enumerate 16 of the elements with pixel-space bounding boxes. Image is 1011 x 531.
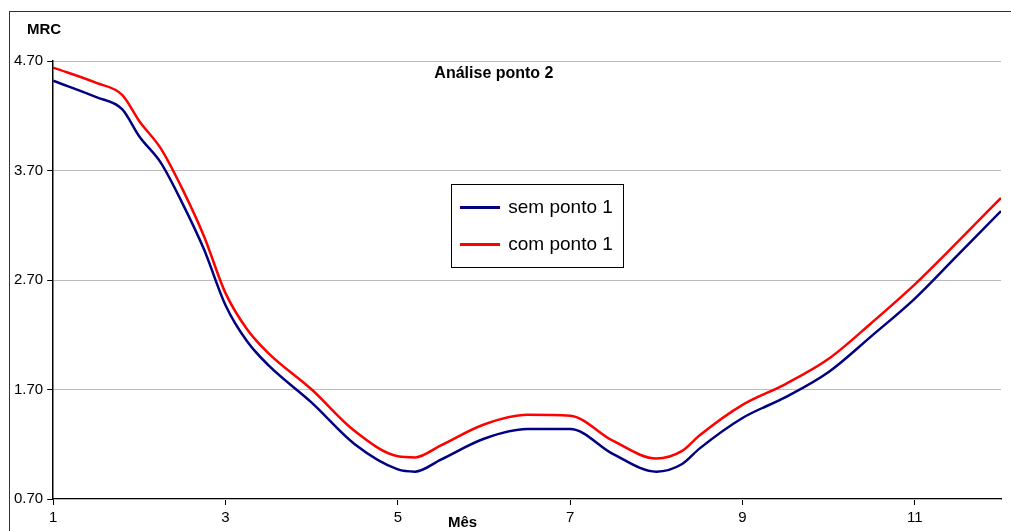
legend-label: com ponto 1 (508, 233, 613, 256)
y-tick-label: 0.70 (13, 489, 44, 507)
x-tick-label: 1 (49, 508, 58, 526)
y-axis-title: MRC (27, 20, 62, 37)
x-tick-label: 9 (738, 508, 747, 526)
x-axis-title: Mês (447, 513, 478, 530)
x-tick-label: 7 (566, 508, 575, 526)
y-tick-label: 1.70 (13, 379, 44, 397)
y-tick-label: 3.70 (13, 160, 44, 178)
x-tick-label: 3 (221, 508, 230, 526)
x-tick-label: 5 (393, 508, 403, 526)
x-tick-label: 11 (907, 508, 923, 526)
chart-title: Análise ponto 2 (434, 64, 554, 81)
y-tick-label: 4.70 (13, 51, 44, 69)
y-tick-label: 2.70 (13, 270, 44, 288)
legend-label: sem ponto 1 (508, 196, 613, 219)
